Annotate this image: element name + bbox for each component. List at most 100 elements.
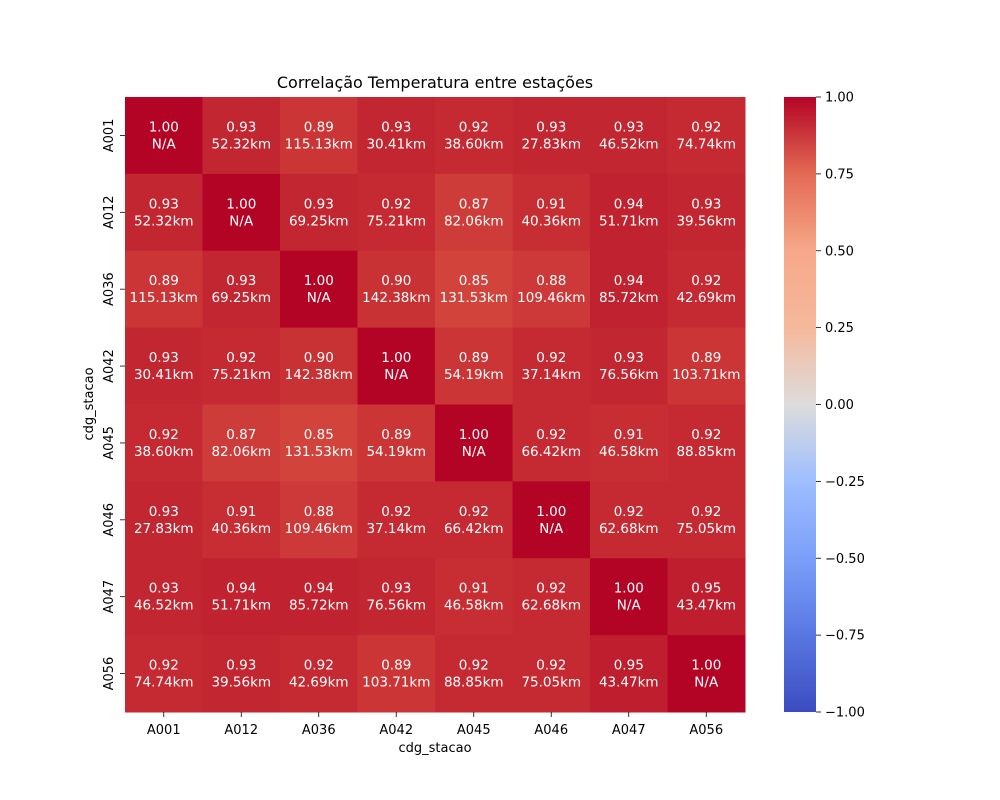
cell-correlation-value: 0.92 bbox=[149, 658, 179, 674]
heatmap-cell bbox=[512, 250, 591, 329]
heatmap-cell bbox=[512, 327, 591, 405]
cell-correlation-value: 0.93 bbox=[381, 119, 411, 135]
cell-correlation-value: 0.91 bbox=[614, 427, 644, 443]
cell-correlation-value: 0.92 bbox=[614, 504, 644, 520]
cell-distance-value: N/A bbox=[229, 213, 254, 229]
cell-distance-value: 52.32km bbox=[134, 213, 194, 229]
y-axis-label: cdg_stacao bbox=[82, 367, 97, 440]
cell-label: 0.89 115.13km bbox=[285, 119, 353, 152]
cell-correlation-value: 1.00 bbox=[536, 504, 566, 520]
cell-label: 0.93 39.56km bbox=[676, 196, 736, 229]
cell-correlation-value: 1.00 bbox=[226, 196, 256, 212]
cell-distance-value: 66.42km bbox=[521, 444, 581, 460]
cell-correlation-value: 0.92 bbox=[536, 427, 566, 443]
cell-distance-value: 46.58km bbox=[599, 444, 659, 460]
cell-distance-value: 142.38km bbox=[285, 367, 353, 383]
cell-label: 0.91 40.36km bbox=[211, 504, 271, 537]
cell-correlation-value: 0.85 bbox=[304, 427, 334, 443]
heatmap-cell bbox=[280, 173, 358, 252]
cell-label: 0.94 51.71km bbox=[211, 581, 271, 614]
cell-label: 0.92 66.42km bbox=[444, 504, 504, 537]
cell-correlation-value: 0.90 bbox=[304, 350, 334, 366]
heatmap-cell bbox=[125, 481, 203, 559]
cell-distance-value: 54.19km bbox=[444, 367, 504, 383]
cell-distance-value: N/A bbox=[384, 367, 409, 383]
cell-label: 0.92 88.85km bbox=[676, 427, 736, 460]
cell-correlation-value: 0.93 bbox=[691, 196, 721, 212]
cell-distance-value: 88.85km bbox=[444, 675, 504, 691]
cell-label: 0.95 43.47km bbox=[599, 658, 659, 691]
y-tick-label: A042 bbox=[102, 349, 117, 383]
cell-label: 0.93 52.32km bbox=[211, 119, 271, 152]
heatmap-cell bbox=[280, 250, 358, 329]
heatmap-cell bbox=[202, 250, 281, 329]
heatmap-cell bbox=[667, 97, 746, 175]
cell-distance-value: 51.71km bbox=[211, 598, 271, 614]
cell-distance-value: 103.71km bbox=[362, 675, 430, 691]
cell-distance-value: 27.83km bbox=[521, 136, 581, 152]
cell-label: 0.93 46.52km bbox=[134, 581, 194, 614]
cell-correlation-value: 0.94 bbox=[226, 581, 256, 597]
cell-label: 0.92 37.14km bbox=[366, 504, 426, 537]
cell-correlation-value: 0.92 bbox=[459, 119, 489, 135]
heatmap-cell bbox=[357, 97, 436, 175]
cell-correlation-value: 0.92 bbox=[381, 196, 411, 212]
heatmap-cell bbox=[280, 327, 358, 405]
cell-distance-value: 76.56km bbox=[599, 367, 659, 383]
heatmap-cell bbox=[435, 635, 513, 713]
cell-label: 0.87 82.06km bbox=[211, 427, 271, 460]
cell-distance-value: 131.53km bbox=[440, 290, 508, 306]
colorbar-tick-label: −1.00 bbox=[825, 706, 865, 721]
cell-distance-value: 38.60km bbox=[134, 444, 194, 460]
cell-label: 0.91 40.36km bbox=[521, 196, 581, 229]
cell-distance-value: 40.36km bbox=[211, 521, 271, 537]
cell-label: 0.93 52.32km bbox=[134, 196, 194, 229]
cell-correlation-value: 0.92 bbox=[459, 658, 489, 674]
cell-correlation-value: 0.93 bbox=[149, 581, 179, 597]
heatmap-cell bbox=[512, 173, 591, 252]
cell-label: 0.94 51.71km bbox=[599, 196, 659, 229]
cell-correlation-value: 0.91 bbox=[226, 504, 256, 520]
heatmap-cell bbox=[125, 250, 203, 329]
heatmap-cell bbox=[280, 481, 358, 559]
x-tick-label: A047 bbox=[612, 723, 646, 738]
cell-distance-value: 131.53km bbox=[285, 444, 353, 460]
cell-label: 0.94 85.72km bbox=[599, 273, 659, 306]
colorbar-tick-label: 0.75 bbox=[825, 167, 854, 182]
cell-label: 1.00 N/A bbox=[459, 427, 489, 460]
cell-label: 0.87 82.06km bbox=[444, 196, 504, 229]
cell-label: 0.92 74.74km bbox=[134, 658, 194, 691]
heatmap-cell bbox=[125, 327, 203, 405]
cell-label: 0.92 42.69km bbox=[289, 658, 349, 691]
cell-distance-value: 103.71km bbox=[672, 367, 740, 383]
cell-label: 0.92 75.05km bbox=[521, 658, 581, 691]
cell-label: 0.85 131.53km bbox=[440, 273, 508, 306]
heatmap-cell bbox=[202, 173, 281, 252]
cell-correlation-value: 0.93 bbox=[536, 119, 566, 135]
cell-distance-value: N/A bbox=[152, 136, 177, 152]
cell-label: 0.89 54.19km bbox=[444, 350, 504, 383]
cell-label: 0.88 109.46km bbox=[517, 273, 585, 306]
cell-correlation-value: 0.93 bbox=[149, 196, 179, 212]
cell-label: 1.00 N/A bbox=[149, 119, 179, 152]
heatmap-cell bbox=[590, 558, 668, 636]
cell-correlation-value: 0.93 bbox=[304, 196, 334, 212]
cell-distance-value: 62.68km bbox=[521, 598, 581, 614]
cell-label: 0.93 27.83km bbox=[134, 504, 194, 537]
heatmap-cell bbox=[512, 558, 591, 636]
cell-correlation-value: 1.00 bbox=[381, 350, 411, 366]
cell-correlation-value: 1.00 bbox=[304, 273, 334, 289]
colorbar-tick-label: −0.75 bbox=[825, 629, 865, 644]
cell-distance-value: 62.68km bbox=[599, 521, 659, 537]
cell-distance-value: 54.19km bbox=[366, 444, 426, 460]
cell-distance-value: 82.06km bbox=[444, 213, 504, 229]
heatmap-cell bbox=[202, 635, 281, 713]
colorbar-tick-label: 0.00 bbox=[825, 398, 854, 413]
cell-correlation-value: 0.89 bbox=[149, 273, 179, 289]
cell-correlation-value: 0.89 bbox=[459, 350, 489, 366]
cell-correlation-value: 0.89 bbox=[381, 658, 411, 674]
heatmap-cell bbox=[590, 404, 668, 482]
cell-label: 1.00 N/A bbox=[614, 581, 644, 614]
heatmap-cells bbox=[125, 97, 746, 713]
